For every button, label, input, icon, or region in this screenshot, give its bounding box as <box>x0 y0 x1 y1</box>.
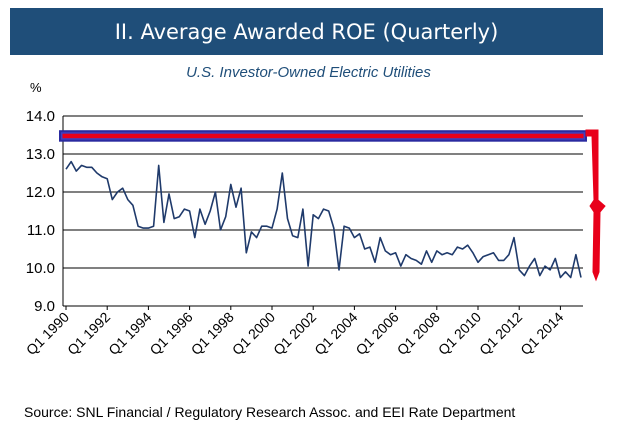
x-tick-label: Q1 2000 <box>229 309 278 358</box>
y-tick-label: 14.0 <box>26 108 55 125</box>
x-tick-label: Q1 1994 <box>105 309 154 358</box>
x-tick-label: Q1 2004 <box>311 309 360 358</box>
x-tick-label: Q1 2012 <box>476 309 525 358</box>
y-tick-label: 11.0 <box>27 222 55 239</box>
y-tick-label: 10.0 <box>26 260 55 277</box>
y-tick-label: 9.0 <box>34 298 55 315</box>
x-tick-label: Q1 2010 <box>435 309 484 358</box>
y-tick-label: 12.0 <box>26 184 55 201</box>
x-tick-label: Q1 1996 <box>146 309 195 358</box>
y-tick-label: 13.0 <box>26 146 55 163</box>
x-tick-label: Q1 2002 <box>270 309 319 358</box>
chart-title-bar: II. Average Awarded ROE (Quarterly) <box>10 8 603 55</box>
roe-series-line <box>65 160 582 279</box>
x-tick-label: Q1 2006 <box>352 309 401 358</box>
x-tick-label: Q1 1992 <box>64 309 113 358</box>
highlight-band-red-stroke <box>62 133 584 139</box>
red-arrow-down <box>585 129 606 282</box>
x-tick-label: Q1 2008 <box>394 309 443 358</box>
chart-subtitle: U.S. Investor-Owned Electric Utilities <box>186 64 431 81</box>
x-tick-label: Q1 2014 <box>517 309 566 358</box>
chart-title: II. Average Awarded ROE (Quarterly) <box>114 19 499 44</box>
source-note: Source: SNL Financial / Regulatory Resea… <box>24 404 516 420</box>
x-tick-label: Q1 1990 <box>23 309 72 358</box>
y-axis-label: % <box>30 80 42 95</box>
x-tick-label: Q1 1998 <box>188 309 237 358</box>
